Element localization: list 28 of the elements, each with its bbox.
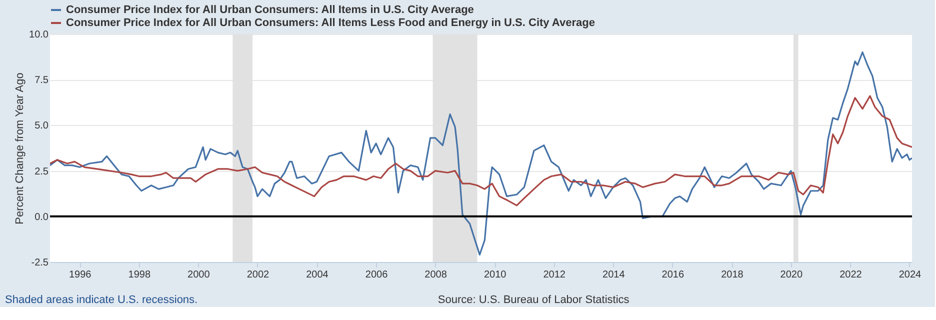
x-tick-label: 2018 xyxy=(721,270,744,280)
x-tick-label: 2008 xyxy=(424,270,448,280)
x-tick-label: 2024 xyxy=(898,270,922,280)
x-tick-label: 1996 xyxy=(68,270,92,280)
y-tick-label: 0.0 xyxy=(34,212,49,223)
x-tick-label: 2012 xyxy=(543,270,566,280)
y-tick-label: -2.5 xyxy=(31,258,49,268)
x-tick-label: 2020 xyxy=(780,270,803,280)
x-tick-label: 1998 xyxy=(128,270,151,280)
text: Shaded areas indicate U.S. recessions. xyxy=(5,294,198,306)
y-tick-label: 7.5 xyxy=(34,75,49,86)
line-series xyxy=(50,95,912,206)
x-tick-label: 2016 xyxy=(662,270,684,280)
legend-label: Consumer Price Index for All Urban Consumers: All Items in U.S. City Average xyxy=(66,4,474,16)
y-axis-title: Percent Change from Year Ago xyxy=(14,72,26,224)
x-tick-label: 2022 xyxy=(840,270,862,280)
x-tick-label: 2004 xyxy=(306,270,329,280)
y-tick-label: 5.0 xyxy=(34,120,49,132)
x-tick-label: 2006 xyxy=(365,270,388,280)
x-tick-label: 2014 xyxy=(602,270,626,280)
y-tick-label: 2.5 xyxy=(34,166,49,178)
source-note: Source: U.S. Bureau of Labor Statistics xyxy=(438,294,630,306)
x-tick-label: 2002 xyxy=(246,270,270,280)
x-tick-label: 2000 xyxy=(188,270,210,280)
line-series xyxy=(50,51,912,256)
legend-label: Consumer Price Index for All Urban Consumers: All Items Less Food and Energy in U.S. City Average xyxy=(66,17,595,29)
y-tick-label: 10.0 xyxy=(29,30,49,40)
x-tick-label: 2010 xyxy=(484,270,507,280)
